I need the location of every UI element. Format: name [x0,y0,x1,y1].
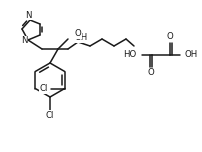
Text: O: O [147,69,154,78]
Text: N: N [21,36,27,45]
Text: OH: OH [184,50,197,59]
Text: N: N [25,10,31,19]
Text: Cl: Cl [39,84,48,93]
Text: Cl: Cl [46,111,54,119]
Text: O: O [166,33,173,41]
Text: OH: OH [75,33,88,43]
Text: HO: HO [122,50,135,59]
Text: O: O [74,29,81,38]
